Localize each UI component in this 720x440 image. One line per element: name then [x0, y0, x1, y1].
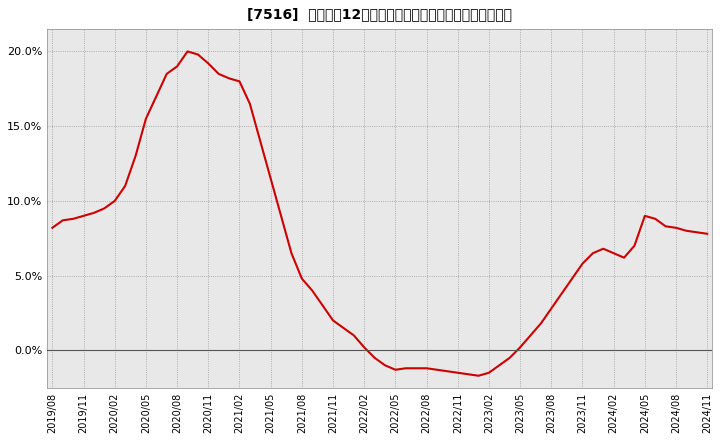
Title: [7516]  売上高の12か月移動合計の対前年同期増減率の推移: [7516] 売上高の12か月移動合計の対前年同期増減率の推移 [247, 7, 513, 21]
